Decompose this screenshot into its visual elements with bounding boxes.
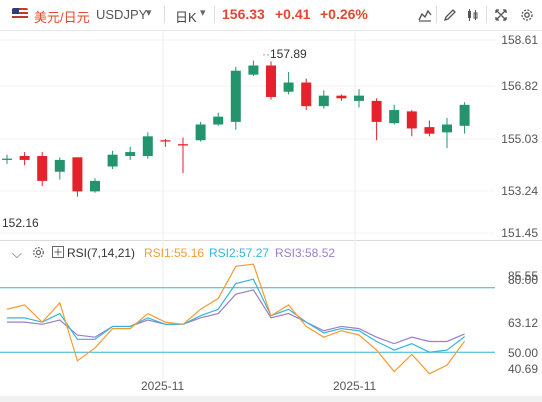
candle-body (90, 180, 100, 192)
candle-body (54, 159, 65, 172)
high-annotation: ··157.89 (262, 47, 307, 61)
price-axis-label: 155.03 (501, 132, 538, 146)
candle-body (72, 157, 83, 192)
indicator-icon[interactable] (416, 6, 434, 24)
price-change-percent: +0.26% (320, 6, 368, 22)
candle-body (301, 82, 312, 107)
candle-body (406, 111, 417, 129)
candle-body (283, 82, 294, 92)
toolbar: 美元/日元 USDJPY ▾ 日K ▾ 156.33 +0.41 +0.26% (0, 0, 542, 30)
divider (436, 6, 437, 23)
period-dropdown-icon[interactable]: ▾ (200, 7, 206, 19)
rsi1-value: RSI1:55.16 (144, 246, 205, 260)
candle-body (195, 124, 206, 141)
price-axis-label: 158.61 (501, 33, 538, 47)
candle-body (354, 95, 364, 101)
price-change: +0.41 (275, 6, 311, 22)
candle-body (107, 154, 118, 167)
rsi-axis-label: 40.69 (507, 362, 538, 376)
pair-symbol[interactable]: USDJPY (96, 7, 148, 22)
period-selector[interactable]: 日K (175, 10, 197, 25)
candle-body (37, 155, 48, 181)
date-axis-label: 2025-11 (141, 379, 185, 393)
rsi-axis-label: 85.55 (507, 269, 538, 283)
draw-pen-icon[interactable] (441, 6, 459, 24)
divider (486, 6, 487, 23)
candle-body (2, 158, 12, 160)
annotation-dots: ·· (262, 47, 270, 61)
date-axis-label: 2025-11 (333, 379, 377, 393)
rsi-header: ⌵ RSI(7,14,21) RSI1:55.16 RSI2:57.27 RSI… (0, 243, 400, 263)
settings-icon[interactable] (32, 246, 45, 262)
last-price: 156.33 (222, 6, 265, 22)
pair-dropdown-icon[interactable]: ▾ (146, 7, 152, 19)
settings-icon[interactable] (518, 6, 536, 24)
fullscreen-icon[interactable] (492, 6, 510, 24)
candle-body (160, 140, 171, 142)
candle-body (125, 152, 136, 156)
divider (164, 6, 165, 23)
candle-body (142, 136, 153, 156)
rsi2-line (7, 278, 465, 353)
candle-body (178, 144, 188, 146)
candle-body (459, 104, 470, 126)
pair-name-cn[interactable]: 美元/日元 (34, 10, 90, 25)
grid (0, 30, 495, 378)
rsi3-value: RSI3:58.52 (275, 246, 336, 260)
rsi-axis-label: 63.12 (507, 316, 538, 330)
rsi1-line (6, 263, 466, 375)
divider (214, 6, 215, 23)
rsi-lines (0, 263, 495, 375)
expand-icon[interactable] (52, 246, 64, 261)
candle-body (336, 95, 347, 99)
us-flag-icon (12, 8, 28, 20)
candle-body (230, 70, 241, 122)
candle-body (424, 127, 435, 134)
rsi-label[interactable]: RSI(7,14,21) (67, 246, 136, 260)
rsi2-value: RSI2:57.27 (209, 246, 270, 260)
candle-body (266, 65, 276, 97)
price-axis-label: 151.45 (501, 226, 538, 240)
low-annotation: 152.16 (2, 216, 39, 230)
candles (2, 60, 470, 197)
candle-body (389, 110, 400, 124)
horizontal-scrollbar[interactable] (0, 396, 542, 402)
price-axis-label: 156.82 (501, 79, 538, 93)
grid-line (0, 30, 542, 31)
candle-body (318, 95, 329, 107)
candle-body (371, 100, 382, 122)
candle-body (442, 124, 452, 133)
candle-body (213, 116, 224, 125)
collapse-chevron-icon[interactable]: ⌵ (12, 246, 22, 261)
candle-body (19, 155, 30, 160)
rsi-axis-label: 80.00 (507, 273, 538, 287)
pane-divider (0, 240, 542, 241)
candle-body (248, 65, 259, 75)
chart-type-icon[interactable] (463, 6, 481, 24)
rsi-axis-label: 50.00 (507, 346, 538, 360)
rsi3-line (7, 289, 465, 345)
price-axis-label: 153.24 (501, 184, 538, 198)
